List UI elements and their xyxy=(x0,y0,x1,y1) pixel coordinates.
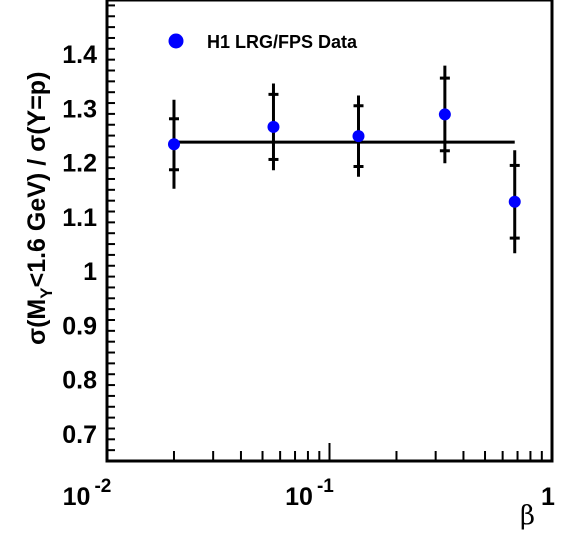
y-tick-label: 1 xyxy=(83,258,97,286)
data-point xyxy=(167,99,180,189)
plot-frame xyxy=(105,0,554,463)
x-tick-base: 10 xyxy=(63,483,91,511)
data-point xyxy=(508,150,521,254)
data-point xyxy=(438,65,451,164)
x-tick-base: 1 xyxy=(541,483,555,511)
y-axis-title: σ(MY<1.6 GeV) / σ(Y=p) xyxy=(23,72,56,345)
x-tick-label: 10 -1 xyxy=(285,476,334,511)
y-tick-label: 0.7 xyxy=(62,421,97,449)
y-tick-label: 0.8 xyxy=(62,367,97,395)
y-axis-ticks: 0.7 0.8 0.9 1 1.1 1.2 1.3 1.4 xyxy=(62,4,115,462)
data-point xyxy=(267,83,280,171)
y-tick-label: 0.9 xyxy=(62,312,97,340)
x-tick-exponent: -2 xyxy=(94,476,111,497)
legend-label: H1 LRG/FPS Data xyxy=(207,32,358,52)
point-marker xyxy=(167,138,180,151)
y-axis-title-post: <1.6 GeV) / σ(Y=p) xyxy=(23,72,51,288)
legend: H1 LRG/FPS Data xyxy=(168,32,358,52)
point-marker xyxy=(438,108,451,121)
point-marker xyxy=(267,120,280,133)
x-tick-exponent: -1 xyxy=(317,476,334,497)
y-axis-title-sub: Y xyxy=(37,287,56,299)
y-tick-label: 1.2 xyxy=(62,150,97,178)
y-tick-label: 1.3 xyxy=(62,95,97,123)
legend-marker xyxy=(168,33,184,49)
x-tick-label: 1 xyxy=(541,483,555,511)
data-points xyxy=(167,65,521,254)
data-point xyxy=(352,95,365,177)
y-axis-title-pre: σ(M xyxy=(23,299,51,345)
x-axis-title: β xyxy=(520,501,535,531)
x-tick-base: 10 xyxy=(285,483,313,511)
x-axis-ticks: 10 -2 10 -1 1 xyxy=(63,443,555,511)
x-tick-label: 10 -2 xyxy=(63,476,112,511)
point-marker xyxy=(508,195,521,208)
point-marker xyxy=(352,130,365,143)
y-tick-label: 1.4 xyxy=(62,41,97,69)
y-tick-label: 1.1 xyxy=(62,204,97,232)
